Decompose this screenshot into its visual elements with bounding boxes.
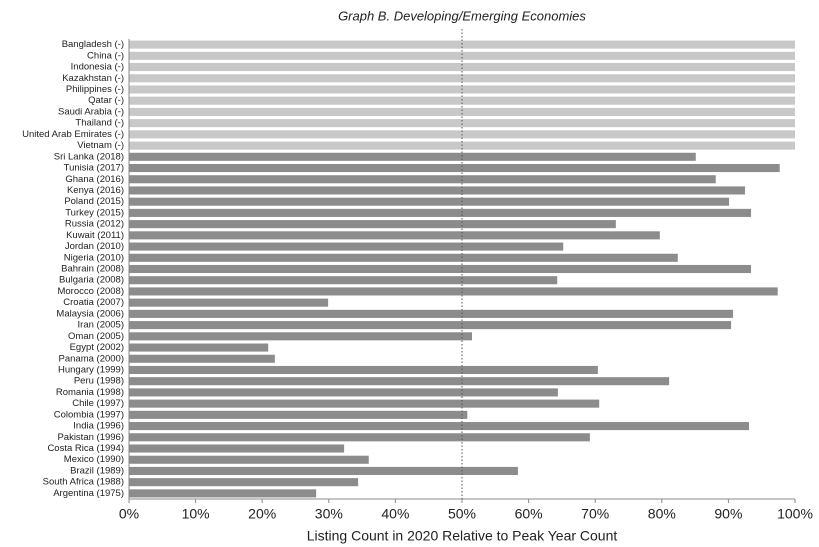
category-label: Oman (2005) xyxy=(68,331,124,342)
category-label: Hungary (1999) xyxy=(58,364,124,375)
bar xyxy=(129,433,590,442)
bar xyxy=(129,220,616,229)
x-tick-label: 70% xyxy=(581,506,609,522)
bar xyxy=(129,96,795,105)
category-label: Chile (1997) xyxy=(72,398,124,409)
category-label: Philippines (-) xyxy=(66,84,124,95)
bar xyxy=(129,455,369,464)
x-axis-label: Listing Count in 2020 Relative to Peak Y… xyxy=(307,528,618,544)
bar xyxy=(129,186,746,195)
bar xyxy=(129,231,660,240)
bar xyxy=(129,332,472,341)
bar xyxy=(129,287,778,296)
bar xyxy=(129,399,600,408)
bar xyxy=(129,197,730,206)
bar xyxy=(129,444,345,453)
bar xyxy=(129,152,696,161)
category-label: Morocco (2008) xyxy=(57,286,124,297)
category-label: Nigeria (2010) xyxy=(64,252,124,263)
category-label: Iran (2005) xyxy=(78,320,124,331)
category-label: Qatar (-) xyxy=(88,95,124,106)
x-tick-label: 30% xyxy=(315,506,343,522)
bar xyxy=(129,175,716,184)
bar xyxy=(129,388,558,397)
bar xyxy=(129,242,564,251)
bar xyxy=(129,343,269,352)
category-label: Indonesia (-) xyxy=(71,62,124,73)
bar xyxy=(129,63,795,72)
bar xyxy=(129,107,795,116)
bar xyxy=(129,119,795,128)
category-label: Croatia (2007) xyxy=(63,297,124,308)
bar xyxy=(129,478,359,487)
category-label: Tunisia (2017) xyxy=(64,163,124,174)
bar xyxy=(129,309,734,318)
bar xyxy=(129,489,317,498)
category-label: Kazakhstan (-) xyxy=(62,73,124,84)
category-label: Costa Rica (1994) xyxy=(47,443,124,454)
category-label: Poland (2015) xyxy=(64,196,124,207)
chart-title: Graph B. Developing/Emerging Economies xyxy=(338,8,586,23)
bar xyxy=(129,208,752,217)
category-label: Russia (2012) xyxy=(65,219,124,230)
bar xyxy=(129,321,732,330)
category-label: South Africa (1988) xyxy=(43,477,124,488)
bar xyxy=(129,422,750,431)
x-tick-label: 50% xyxy=(448,506,476,522)
category-label: Sri Lanka (2018) xyxy=(54,151,124,162)
category-label: China (-) xyxy=(87,50,124,61)
category-label: Kenya (2016) xyxy=(67,185,124,196)
bar xyxy=(129,51,795,60)
category-label: Romania (1998) xyxy=(56,387,124,398)
bar xyxy=(129,410,468,419)
bar xyxy=(129,253,678,262)
category-label: Bahrain (2008) xyxy=(61,264,124,275)
bar xyxy=(129,365,598,375)
category-label: Brazil (1989) xyxy=(70,465,124,476)
x-tick-label: 40% xyxy=(381,506,409,522)
x-tick-label: 60% xyxy=(515,506,543,522)
x-tick-label: 90% xyxy=(714,506,742,522)
x-tick-label: 80% xyxy=(648,506,676,522)
x-tick-label: 0% xyxy=(119,506,139,522)
bar xyxy=(129,40,795,49)
bar xyxy=(129,354,275,363)
category-label: Thailand (-) xyxy=(75,118,124,129)
category-label: Bulgaria (2008) xyxy=(59,275,124,286)
category-label: Argentina (1975) xyxy=(53,488,124,499)
category-label: Pakistan (1996) xyxy=(57,432,124,443)
category-label: Egypt (2002) xyxy=(70,342,124,353)
x-tick-label: 10% xyxy=(182,506,210,522)
category-label: Mexico (1990) xyxy=(64,454,124,465)
bar xyxy=(129,163,780,173)
category-label: Kuwait (2011) xyxy=(66,230,124,241)
x-tick-label: 20% xyxy=(248,506,276,522)
category-label: Bangladesh (-) xyxy=(62,39,124,50)
category-label: India (1996) xyxy=(73,421,124,432)
category-label: Vietnam (-) xyxy=(77,140,124,151)
category-label: Ghana (2016) xyxy=(65,174,124,185)
bar xyxy=(129,276,558,285)
category-label: Colombia (1997) xyxy=(54,409,124,420)
category-label: United Arab Emirates (-) xyxy=(22,129,124,140)
x-tick-label: 100% xyxy=(777,506,813,522)
bar xyxy=(129,264,752,274)
bar xyxy=(129,466,518,475)
category-label: Malaysia (2006) xyxy=(56,308,124,319)
category-label: Turkey (2015) xyxy=(65,207,124,218)
bar xyxy=(129,298,329,307)
category-label: Peru (1998) xyxy=(74,376,124,387)
bar xyxy=(129,377,670,386)
category-label: Saudi Arabia (-) xyxy=(58,106,124,117)
category-label: Panama (2000) xyxy=(59,353,124,364)
category-label: Jordan (2010) xyxy=(65,241,124,252)
